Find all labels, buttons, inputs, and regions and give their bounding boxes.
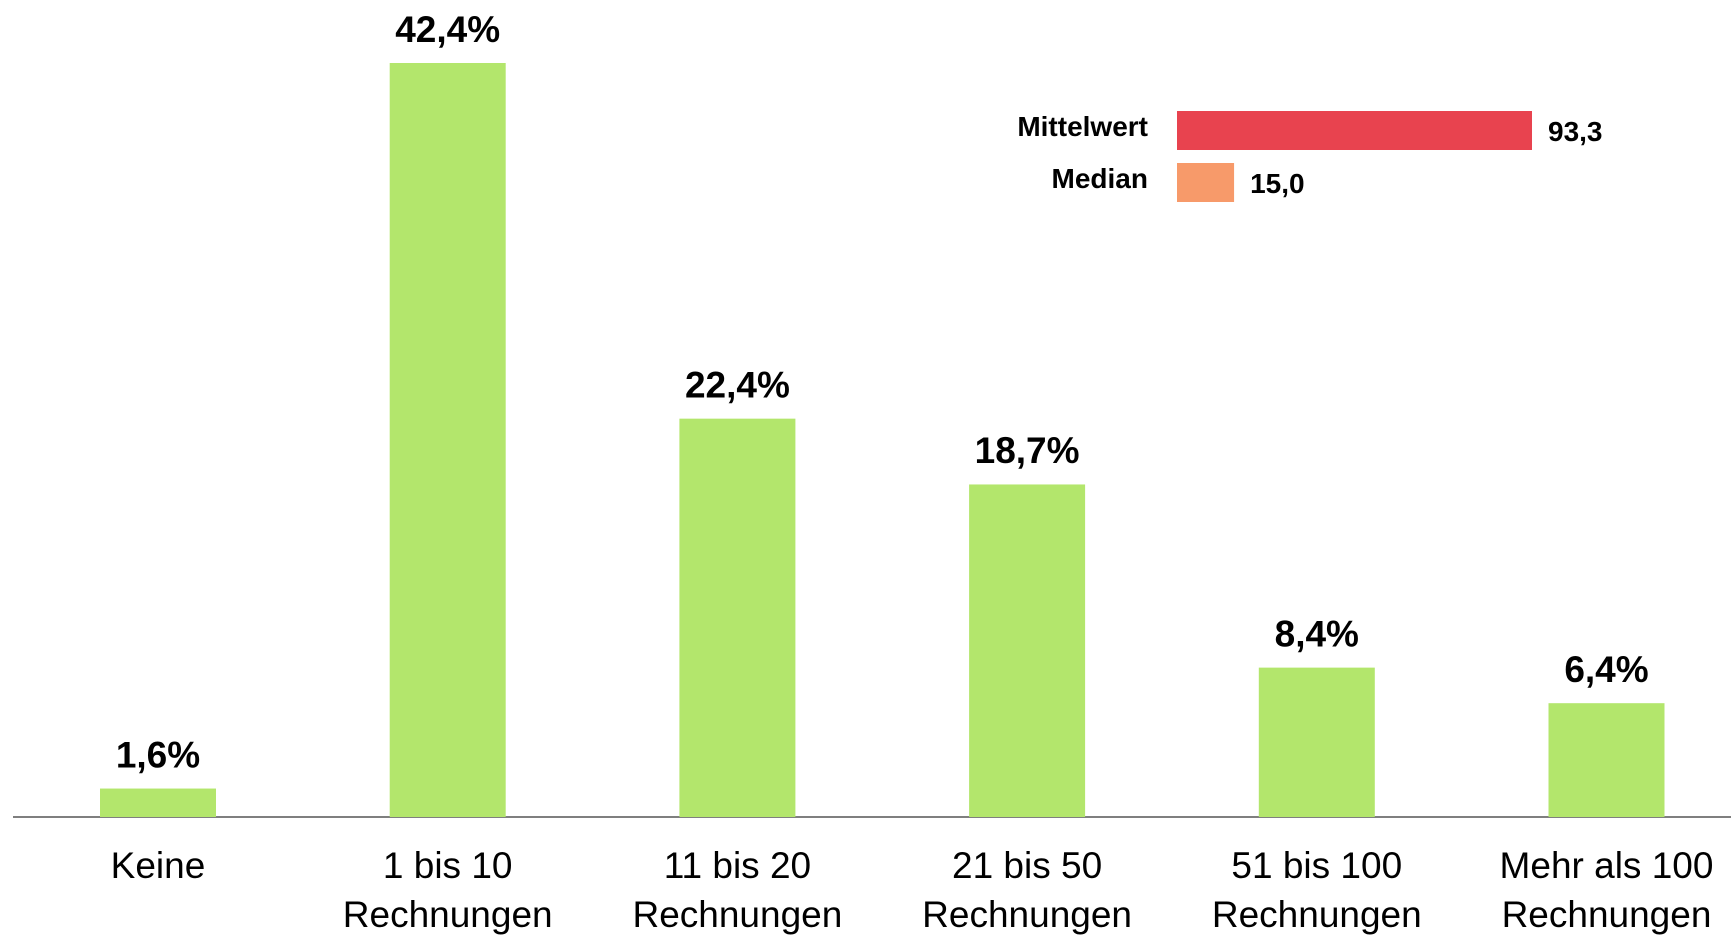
category-label: Rechnungen [1212,894,1422,935]
category-label: Keine [111,845,206,886]
category-label: 1 bis 10 [383,845,513,886]
category-label: Rechnungen [1502,894,1712,935]
bar [1177,163,1235,202]
category-label: 11 bis 20 [664,845,811,886]
value-label: 15,0 [1250,168,1305,199]
category-label: Rechnungen [922,894,1132,935]
category-label: 21 bis 50 [952,845,1102,886]
bar [389,63,506,817]
category-label: Mittelwert [1017,111,1148,142]
category-label: Mehr als 100 [1500,845,1714,886]
value-label: 6,4% [1564,649,1648,690]
bar [1177,111,1532,150]
value-label: 8,4% [1275,613,1359,654]
value-label: 1,6% [116,734,200,775]
category-label: Rechnungen [343,894,553,935]
value-label: 18,7% [975,430,1080,471]
category-label: Rechnungen [632,894,842,935]
category-label: 51 bis 100 [1231,845,1402,886]
bar [679,418,796,817]
value-label: 42,4% [395,9,500,50]
category-label: Median [1052,163,1148,194]
value-label: 22,4% [685,364,790,405]
bar [1258,667,1375,817]
value-label: 93,3 [1548,116,1603,147]
bar [1548,703,1665,817]
bar [100,788,216,817]
bar [969,484,1086,817]
